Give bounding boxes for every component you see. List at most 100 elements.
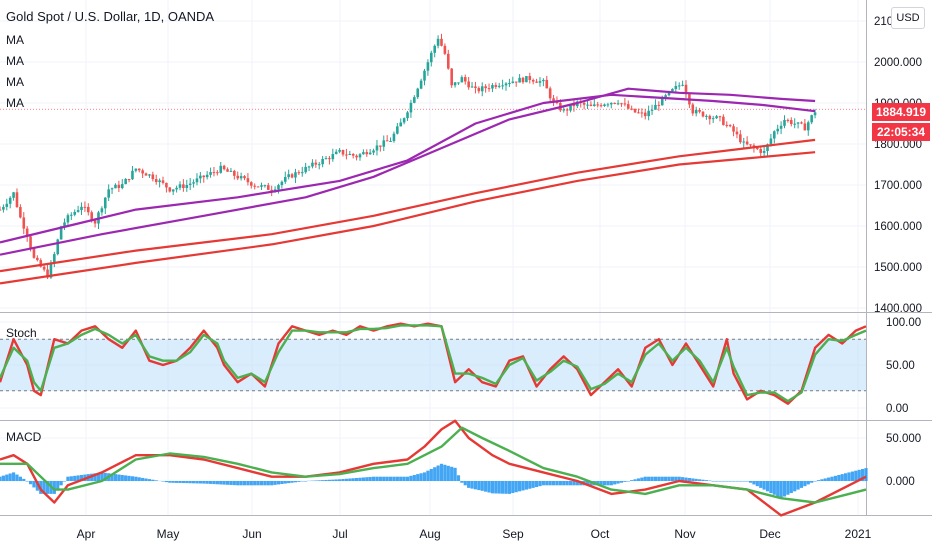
macd-hist-bar <box>541 481 545 486</box>
macd-hist-bar <box>837 474 841 481</box>
macd-hist-bar <box>378 476 382 481</box>
macd-hist-bar <box>528 481 532 489</box>
macd-hist-bar <box>558 481 562 486</box>
candle-body <box>606 104 610 106</box>
candle-body <box>29 236 32 249</box>
ma-legend-4[interactable]: MA <box>6 96 24 110</box>
candle-body <box>124 179 127 185</box>
candle-body <box>103 197 107 209</box>
stoch-band <box>0 339 866 391</box>
macd-hist-bar <box>368 476 372 481</box>
macd-hist-bar <box>793 481 797 492</box>
ma-legend-3[interactable]: MA <box>6 75 24 89</box>
ma-legend-1[interactable]: MA <box>6 33 24 47</box>
stoch-tick-label: 0.00 <box>886 403 908 415</box>
macd-hist-bar <box>429 468 433 481</box>
candle-body <box>280 181 284 186</box>
y-tick-label: 1400.000 <box>874 303 922 315</box>
ma-line-4 <box>0 151 816 285</box>
macd-hist-bar <box>816 480 821 481</box>
candle-body <box>514 81 518 83</box>
macd-hist-bar <box>405 476 410 481</box>
macd-hist-bar <box>171 481 175 483</box>
candle-body <box>433 45 436 53</box>
candle-body <box>114 184 117 189</box>
macd-hist-bar <box>127 475 131 481</box>
macd-hist-bar <box>735 481 739 482</box>
candle-body <box>545 79 549 89</box>
macd-hist-bar <box>810 481 814 483</box>
candle-body <box>453 82 457 86</box>
macd-hist-bar <box>439 463 444 481</box>
candle-body <box>722 116 725 125</box>
macd-hist-bar <box>446 465 450 481</box>
macd-hist-bar <box>433 467 437 481</box>
candle-body <box>253 185 257 187</box>
macd-hist-bar <box>670 476 675 481</box>
candle-body <box>413 97 416 103</box>
candle-body <box>480 86 484 92</box>
macd-hist-bar <box>69 476 73 481</box>
candle-body <box>83 206 87 208</box>
macd-hist-bar <box>782 481 787 497</box>
candle-body <box>277 185 280 190</box>
candle-body <box>22 217 26 229</box>
candle-body <box>535 81 538 83</box>
candle-body <box>779 125 783 129</box>
candle-body <box>409 102 413 113</box>
stoch-title: Stoch <box>6 326 37 340</box>
macd-hist-bar <box>599 481 603 486</box>
x-tick-label: Apr <box>77 527 96 541</box>
macd-hist-bar <box>409 475 413 481</box>
ma-legend-2[interactable]: MA <box>6 54 24 68</box>
macd-hist-bar <box>321 480 325 481</box>
macd-hist-bar <box>334 479 338 481</box>
macd-hist-bar <box>239 481 243 486</box>
macd-title: MACD <box>6 430 42 444</box>
candle-body <box>626 104 630 109</box>
candle-body <box>192 182 195 184</box>
macd-hist-bar <box>229 481 233 485</box>
candle-body <box>511 81 515 83</box>
macd-hist-bar <box>412 474 416 481</box>
macd-hist-bar <box>504 481 508 494</box>
candle-body <box>586 104 589 106</box>
macd-hist-bar <box>572 481 576 486</box>
candle-body <box>531 79 535 82</box>
candle-body <box>430 52 433 63</box>
candle-body <box>131 170 134 180</box>
macd-hist-bar <box>382 476 386 481</box>
y-tick-label: 2000.000 <box>874 57 922 69</box>
macd-hist-bar <box>293 481 298 483</box>
macd-hist-bar <box>110 473 114 481</box>
candle-body <box>396 126 399 134</box>
macd-hist-bar <box>327 479 332 481</box>
candle-body <box>158 180 161 183</box>
candle-body <box>446 53 450 69</box>
candle-body <box>226 169 229 172</box>
macd-hist-bar <box>426 470 430 481</box>
candle-body <box>416 88 420 98</box>
candle-body <box>643 112 647 117</box>
candle-body <box>769 138 773 145</box>
candle-body <box>287 174 290 178</box>
candle-body <box>59 226 63 240</box>
candle-body <box>552 98 555 102</box>
candle-body <box>457 82 460 84</box>
candle-body <box>182 184 185 188</box>
macd-hist-bar <box>246 481 250 486</box>
candle-body <box>36 257 39 261</box>
candle-body <box>484 86 487 89</box>
macd-hist-bar <box>188 481 192 484</box>
macd-hist-bar <box>134 476 138 481</box>
stoch-tick-label: 100.00 <box>886 317 921 329</box>
candle-body <box>321 159 324 165</box>
candle-body <box>650 109 654 111</box>
candle-body <box>107 189 110 198</box>
currency-button[interactable]: USD <box>891 7 925 29</box>
macd-hist-bar <box>344 478 348 481</box>
macd-hist-bar <box>317 480 321 481</box>
macd-hist-bar <box>667 476 671 481</box>
candle-body <box>460 77 464 83</box>
